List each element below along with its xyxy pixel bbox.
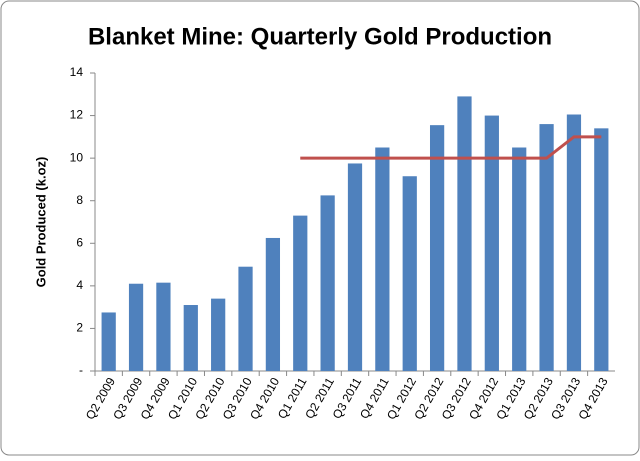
bar <box>211 298 226 371</box>
bar <box>101 312 116 371</box>
bar <box>429 125 445 372</box>
y-tick-label: 12 <box>70 108 84 122</box>
bar <box>347 163 363 371</box>
bar <box>265 237 281 371</box>
y-tick-label: 14 <box>70 65 84 79</box>
chart-title: Blanket Mine: Quarterly Gold Production <box>88 23 552 50</box>
bar <box>238 266 253 371</box>
y-axis-title: Gold Produced (k.oz) <box>33 157 48 288</box>
y-tick-label: - <box>79 363 83 377</box>
bar <box>594 128 609 371</box>
bar <box>293 215 308 371</box>
bar <box>566 114 582 371</box>
y-tick-label: 10 <box>70 150 84 164</box>
y-tick-label: 8 <box>76 193 83 207</box>
bar <box>539 124 554 371</box>
bar <box>320 195 335 371</box>
y-tick-label: 6 <box>76 235 83 249</box>
bar <box>402 176 417 371</box>
line <box>300 135 602 160</box>
bar <box>512 147 527 371</box>
y-tick-label: 4 <box>76 278 83 292</box>
bar <box>375 147 390 371</box>
bar <box>183 305 198 371</box>
y-tick-label: 2 <box>76 321 83 335</box>
bar <box>457 96 472 372</box>
bar <box>128 283 144 371</box>
bar <box>156 282 171 371</box>
bar <box>484 115 499 371</box>
